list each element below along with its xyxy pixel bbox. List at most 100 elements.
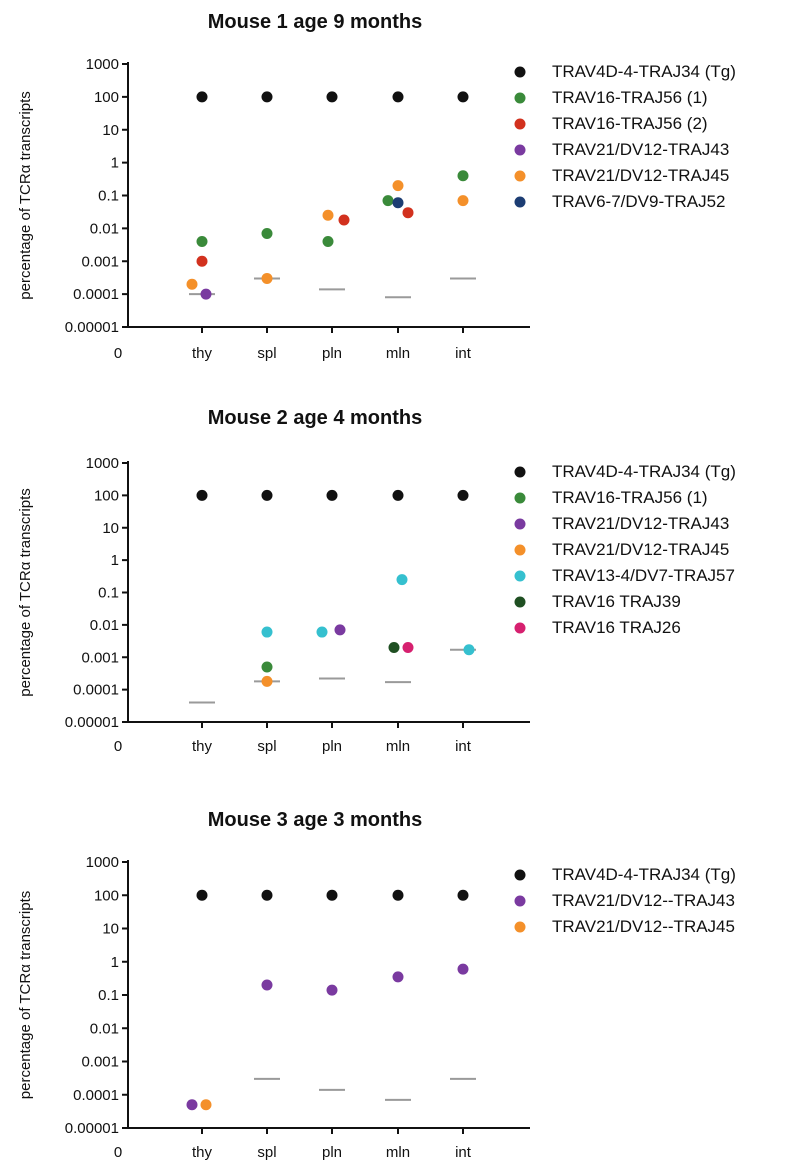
legend-marker: [514, 492, 526, 504]
data-point-orange: [200, 1099, 212, 1111]
data-point-black: [392, 91, 404, 103]
y-tick-label: 0.1: [98, 987, 119, 1004]
y-tick-label: 0.001: [81, 649, 119, 666]
data-point-black: [261, 489, 273, 501]
data-point-black: [196, 91, 208, 103]
data-point-black: [326, 889, 338, 901]
data-point-black: [196, 489, 208, 501]
legend-marker: [514, 466, 526, 478]
data-point-black: [392, 889, 404, 901]
chart-title: Mouse 1 age 9 months: [208, 11, 423, 33]
legend-marker: [514, 544, 526, 556]
legend-entry: TRAV4D-4-TRAJ34 (Tg): [552, 462, 736, 481]
x-tick-label: int: [455, 1144, 472, 1161]
data-point-purple: [186, 1099, 198, 1111]
data-point-black: [261, 91, 273, 103]
legend-entry: TRAV21/DV12--TRAJ43: [552, 891, 735, 910]
data-point-purple: [334, 624, 346, 636]
y-tick-label: 100: [94, 887, 119, 904]
legend-marker: [514, 921, 526, 933]
y-tick-label: 1000: [86, 455, 119, 472]
y-tick-label: 100: [94, 487, 119, 504]
y-tick-label: 0.00001: [65, 1120, 119, 1137]
y-tick-label: 0.1: [98, 188, 119, 205]
x-tick-label: spl: [257, 1144, 276, 1161]
data-point-orange: [392, 180, 404, 192]
chart-panel-1: Mouse 1 age 9 months percentage of TCRα t…: [17, 11, 736, 362]
x-tick-label: mln: [386, 345, 410, 362]
legend-marker: [514, 570, 526, 582]
x-tick-label: int: [455, 345, 472, 362]
data-point-purple: [200, 288, 212, 300]
legend-marker: [514, 170, 526, 182]
chart-panel-2: Mouse 2 age 4 months percentage of TCRα t…: [17, 407, 736, 755]
data-point-darkgreen: [388, 642, 400, 654]
x-tick-label: spl: [257, 345, 276, 362]
data-point-purple: [326, 984, 338, 996]
y-tick-label: 0.01: [90, 1020, 119, 1037]
y-tick-label: 0.00001: [65, 714, 119, 731]
legend-entry: TRAV21/DV12--TRAJ45: [552, 917, 735, 936]
data-point-orange: [457, 195, 469, 207]
y-tick-label: 1: [111, 954, 119, 971]
data-point-purple: [261, 979, 273, 991]
data-point-black: [261, 889, 273, 901]
data-point-cyan: [316, 626, 328, 638]
data-point-black: [457, 91, 469, 103]
x-origin-label: 0: [114, 738, 122, 755]
data-point-green: [322, 235, 334, 247]
legend-marker: [514, 518, 526, 530]
data-point-orange: [261, 675, 273, 687]
y-axis-label: percentage of TCRα transcripts: [17, 91, 34, 299]
data-point-black: [457, 889, 469, 901]
legend-entry: TRAV16 TRAJ26: [552, 618, 681, 637]
data-point-purple: [457, 963, 469, 975]
legend-marker: [514, 596, 526, 608]
y-tick-label: 100: [94, 89, 119, 106]
data-point-green: [261, 227, 273, 239]
data-point-black: [457, 489, 469, 501]
chart-title: Mouse 2 age 4 months: [208, 407, 423, 429]
x-tick-label: thy: [192, 345, 213, 362]
data-point-red: [196, 255, 208, 267]
data-point-orange: [186, 278, 198, 290]
y-tick-label: 0.0001: [73, 1087, 119, 1104]
data-point-green: [382, 195, 394, 207]
y-tick-label: 1000: [86, 854, 119, 871]
x-tick-label: pln: [322, 738, 342, 755]
legend-marker: [514, 66, 526, 78]
data-point-cyan: [463, 644, 475, 656]
y-tick-label: 1000: [86, 56, 119, 73]
legend-entry: TRAV21/DV12-TRAJ45: [552, 166, 729, 185]
y-tick-label: 0.001: [81, 1054, 119, 1071]
data-point-magenta: [402, 642, 414, 654]
data-point-green: [261, 661, 273, 673]
data-point-black: [326, 489, 338, 501]
legend-entry: TRAV16-TRAJ56 (1): [552, 488, 708, 507]
y-tick-label: 0.01: [90, 220, 119, 237]
chart-title: Mouse 3 age 3 months: [208, 809, 423, 831]
y-tick-label: 0.001: [81, 253, 119, 270]
y-tick-label: 0.00001: [65, 319, 119, 336]
data-point-orange: [322, 209, 334, 221]
y-tick-label: 1: [111, 552, 119, 569]
x-tick-label: pln: [322, 1144, 342, 1161]
x-tick-label: int: [455, 738, 472, 755]
x-tick-label: pln: [322, 345, 342, 362]
y-tick-label: 10: [102, 921, 119, 938]
data-point-red: [338, 214, 350, 226]
x-tick-label: thy: [192, 738, 213, 755]
data-point-cyan: [261, 626, 273, 638]
y-tick-label: 10: [102, 122, 119, 139]
legend-entry: TRAV21/DV12-TRAJ43: [552, 140, 729, 159]
x-tick-label: spl: [257, 738, 276, 755]
legend-marker: [514, 196, 526, 208]
legend-marker: [514, 92, 526, 104]
y-axis-label: percentage of TCRα transcripts: [17, 488, 34, 696]
legend-entry: TRAV6-7/DV9-TRAJ52: [552, 192, 726, 211]
y-tick-label: 10: [102, 520, 119, 537]
data-point-purple: [392, 971, 404, 983]
legend-entry: TRAV21/DV12-TRAJ43: [552, 514, 729, 533]
legend-entry: TRAV16-TRAJ56 (2): [552, 114, 708, 133]
